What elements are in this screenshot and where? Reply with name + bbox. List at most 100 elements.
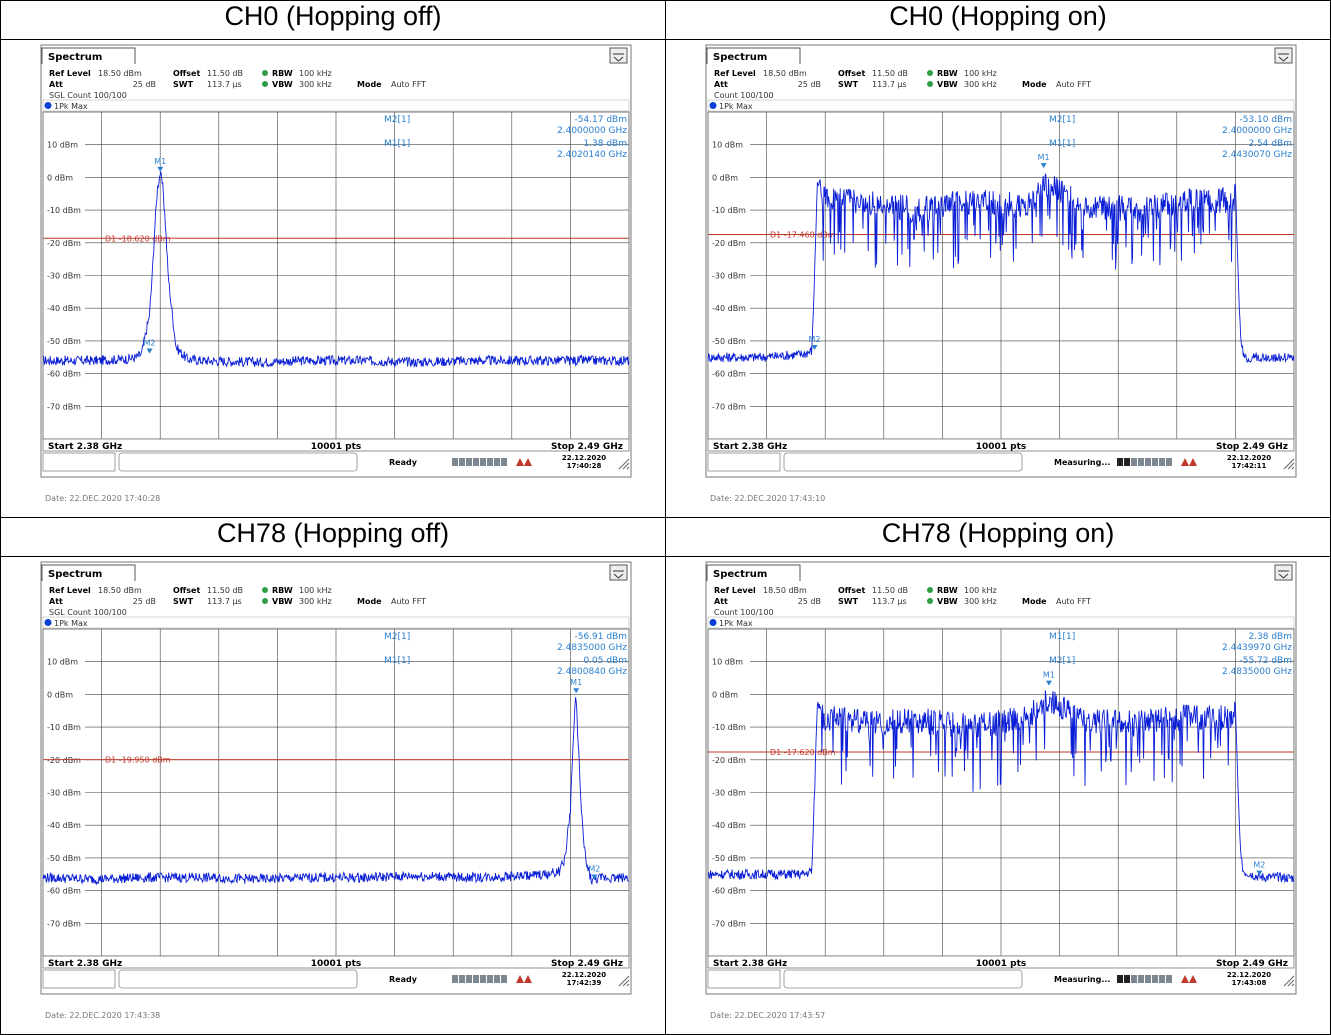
spectrum-svg: Spectrum Ref Level 18.50 dBm Offset 11.50 dB… xyxy=(40,44,632,503)
menu-button[interactable] xyxy=(609,564,628,581)
trace-label: 1Pk Max xyxy=(719,102,753,111)
att-value: 25 dB xyxy=(798,597,821,606)
marker-m2-label: M2 xyxy=(809,335,821,344)
ref-level-value: 18.50 dBm xyxy=(763,586,807,595)
trace-bar xyxy=(42,99,630,112)
y-tick-label: -60 dBm xyxy=(712,370,746,379)
swt-label: SWT xyxy=(838,80,859,89)
status-field-message xyxy=(118,969,358,989)
marker-readout-value1: 2.38 dBm xyxy=(1248,632,1292,642)
att-value: 25 dB xyxy=(133,597,156,606)
spectrum-tab-label: Spectrum xyxy=(713,569,767,580)
menu-arrow-icon xyxy=(613,570,624,579)
trace-label: 1Pk Max xyxy=(54,619,88,628)
marker-m2-icon xyxy=(591,874,598,880)
rbw-label: RBW xyxy=(272,586,293,595)
rbw-coupled-icon xyxy=(927,70,933,77)
rs-logo-icon xyxy=(1181,975,1197,984)
progress-block xyxy=(1159,458,1165,467)
rbw-coupled-icon xyxy=(927,587,933,594)
progress-block xyxy=(452,975,458,984)
mode-value: Auto FFT xyxy=(391,80,426,89)
y-tick-label: -60 dBm xyxy=(47,887,81,896)
trace-bar xyxy=(42,616,630,629)
rbw-label: RBW xyxy=(937,586,958,595)
y-tick-label: -70 dBm xyxy=(712,919,746,928)
resize-grip-icon xyxy=(1283,975,1295,987)
vbw-label: VBW xyxy=(937,597,958,606)
progress-block xyxy=(1159,975,1165,984)
menu-button[interactable] xyxy=(1274,47,1293,64)
spectrum-tab-label: Spectrum xyxy=(48,52,102,63)
progress-block xyxy=(1152,975,1158,984)
trace-indicator-icon xyxy=(709,102,717,110)
progress-block xyxy=(1117,458,1123,467)
marker-m1-label: M1 xyxy=(154,157,166,166)
menu-button[interactable] xyxy=(609,47,628,64)
vbw-coupled-icon xyxy=(262,598,268,605)
trace-label: 1Pk Max xyxy=(54,102,88,111)
spectrum-tab-shape xyxy=(706,564,801,582)
progress-block xyxy=(1152,458,1158,467)
start-frequency: Start 2.38 GHz xyxy=(48,442,122,452)
vbw-value: 300 kHz xyxy=(964,80,997,89)
trace-line xyxy=(42,171,630,369)
trace-indicator-icon xyxy=(44,619,52,627)
trace-bar xyxy=(707,99,1295,112)
axis-bar xyxy=(707,438,1295,452)
clock-date: 22.12.2020 xyxy=(562,454,606,462)
ref-level-label: Ref Level xyxy=(49,69,91,78)
spectrum-panel-3: Spectrum Ref Level 18.50 dBm Offset 11.50 dB… xyxy=(666,557,1329,1033)
rbw-value: 100 kHz xyxy=(299,586,332,595)
y-tick-label: 0 dBm xyxy=(712,173,738,182)
swt-label: SWT xyxy=(838,597,859,606)
y-tick-label: -10 dBm xyxy=(712,206,746,215)
y-tick-label: -50 dBm xyxy=(47,337,81,346)
mode-label: Mode xyxy=(1022,80,1047,89)
status-text: Measuring... xyxy=(1054,975,1110,984)
marker-m1-label: M1 xyxy=(1043,671,1055,680)
clock-date: 22.12.2020 xyxy=(1227,971,1271,979)
status-field-message xyxy=(783,452,1023,472)
y-tick-label: -40 dBm xyxy=(712,304,746,313)
vbw-coupled-icon xyxy=(927,81,933,88)
marker-m1-label: M1 xyxy=(1038,153,1050,162)
trace-line xyxy=(707,690,1295,884)
y-tick-label: -10 dBm xyxy=(47,206,81,215)
att-value: 25 dB xyxy=(798,80,821,89)
rs-logo-icon xyxy=(516,975,532,984)
menu-button[interactable] xyxy=(1274,564,1293,581)
rbw-value: 100 kHz xyxy=(964,69,997,78)
swt-value: 113.7 µs xyxy=(207,597,242,606)
progress-block xyxy=(1138,975,1144,984)
progress-block xyxy=(1145,458,1151,467)
progress-block xyxy=(1124,458,1130,467)
mode-label: Mode xyxy=(1022,597,1047,606)
mode-value: Auto FFT xyxy=(391,597,426,606)
ref-level-value: 18.50 dBm xyxy=(98,69,142,78)
progress-block xyxy=(480,975,486,984)
att-label: Att xyxy=(49,597,63,606)
ref-level-value: 18.50 dBm xyxy=(763,69,807,78)
y-tick-label: -30 dBm xyxy=(47,272,81,281)
progress-block xyxy=(501,975,507,984)
marker-readout-value2: 2.4439970 GHz xyxy=(1222,643,1292,653)
panel-cell-0: Spectrum Ref Level 18.50 dBm Offset 11.50 dB… xyxy=(0,39,666,518)
marker-readout-value2: 2.4000000 GHz xyxy=(557,126,627,136)
spectrum-tab-label: Spectrum xyxy=(713,52,767,63)
mode-value: Auto FFT xyxy=(1056,597,1091,606)
progress-block xyxy=(473,975,479,984)
y-tick-label: 0 dBm xyxy=(47,690,73,699)
clock-date: 22.12.2020 xyxy=(562,971,606,979)
att-value: 25 dB xyxy=(133,80,156,89)
status-field-left xyxy=(42,969,116,989)
clock-time: 17:40:28 xyxy=(567,462,602,470)
y-tick-label: -10 dBm xyxy=(47,723,81,732)
panel-cell-2: Spectrum Ref Level 18.50 dBm Offset 11.50 dB… xyxy=(0,556,666,1035)
marker-m1-icon xyxy=(1045,680,1052,686)
axis-bar xyxy=(42,955,630,969)
y-tick-label: -50 dBm xyxy=(47,854,81,863)
progress-block xyxy=(1138,458,1144,467)
marker-readout-value2: 2.4430070 GHz xyxy=(1222,150,1292,160)
stop-frequency: Stop 2.49 GHz xyxy=(1216,442,1288,452)
